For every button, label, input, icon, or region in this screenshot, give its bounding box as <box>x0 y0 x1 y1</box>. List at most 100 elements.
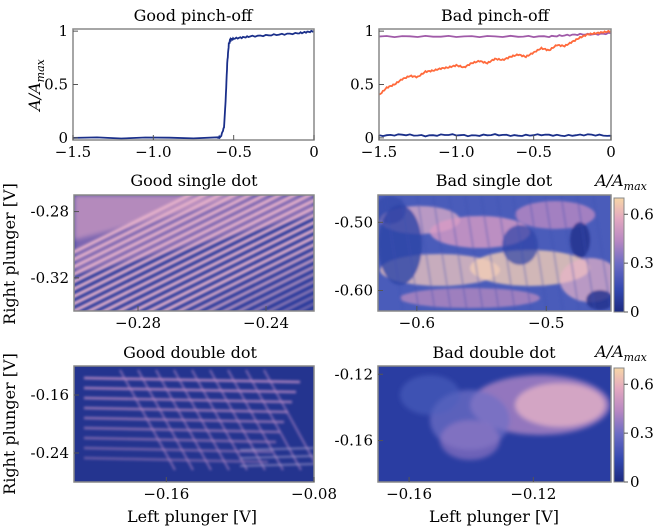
charge-transition-row <box>83 426 281 434</box>
colorbar-tick-label: 0.6 <box>630 375 654 393</box>
x-axis-label-left-plunger: Left plunger [V] <box>429 507 559 526</box>
y-tick-label: 0.5 <box>44 76 68 94</box>
heatmap <box>74 366 314 482</box>
x-axis-label-left-plunger: Left plunger [V] <box>127 507 257 526</box>
transition-stripe <box>265 287 314 311</box>
y-axis-label-right-plunger: Right plunger [V] <box>0 183 19 325</box>
colorbar: 0 0.3 0.6 A/Amax <box>593 342 654 491</box>
x-tick-label: −1.0 <box>135 143 171 161</box>
charge-transition-column <box>209 369 266 471</box>
series-line <box>379 133 611 138</box>
x-tick-label: −0.08 <box>291 485 337 503</box>
colorbar-tick-label: 0.3 <box>630 254 654 272</box>
panel-title: Good single dot <box>130 171 258 190</box>
panel-bad-single-dot: Bad single dot −0.6 −0.5 -0.50-0.60 00.30… <box>335 171 654 332</box>
noise-streak <box>512 195 532 311</box>
panel-good-single-dot: Good single dot −0.28 −0.24 -0.28 -0.32 <box>31 171 315 332</box>
charge-transition-row <box>83 406 289 414</box>
x-tick-label: −0.16 <box>143 485 189 503</box>
noise-streak <box>560 195 580 311</box>
y-axis: -0.28 -0.32 <box>31 203 79 287</box>
y-axis-label-main: A/A <box>25 82 44 113</box>
panel-good-double-dot: Good double dot −0.16 −0.08 -0.16 -0.24 <box>31 343 337 503</box>
colorbar-label: A/Amax <box>593 342 647 364</box>
series-line <box>379 29 611 96</box>
charge-transition-column <box>155 369 212 471</box>
noise-streak <box>496 195 516 311</box>
y-tick-label: -0.24 <box>31 444 69 462</box>
transition-stripe <box>145 228 314 311</box>
transition-stripe <box>74 195 254 284</box>
x-axis: −1.5 −1.0 −0.5 0 <box>361 135 616 161</box>
noise-streak <box>432 195 452 311</box>
charge-transition-column <box>245 369 302 471</box>
x-tick-label: −0.16 <box>386 485 432 503</box>
intensity-region <box>515 383 605 427</box>
panel-bad-pinch-off: Bad pinch-off −1.5 −1.0 −0.5 0 00.51 <box>350 6 616 161</box>
series-line <box>73 29 314 140</box>
intensity-region <box>400 375 460 415</box>
y-axis: 00.51 <box>350 22 384 147</box>
x-tick-label: −1.5 <box>361 143 397 161</box>
heatmap <box>378 195 611 311</box>
y-tick-label: 0 <box>58 129 68 147</box>
charge-transition-row <box>83 456 269 464</box>
x-tick-label: −1.0 <box>438 143 474 161</box>
transition-stripe <box>115 213 314 311</box>
x-tick-label: −0.28 <box>115 314 161 332</box>
x-tick-label: −0.12 <box>510 485 556 503</box>
charge-transition-column <box>263 369 314 464</box>
y-tick-label: -0.28 <box>31 203 69 221</box>
charge-transition-column <box>191 369 248 471</box>
heatmap <box>378 366 611 482</box>
x-tick-label: −0.24 <box>243 314 289 332</box>
y-axis: -0.50 -0.60 <box>335 213 383 300</box>
transition-stripe <box>130 220 314 311</box>
colorbar-gradient <box>613 367 625 483</box>
y-axis: -0.12 -0.16 <box>335 365 383 450</box>
panel-title: Bad pinch-off <box>441 6 551 25</box>
y-tick-label: 0 <box>364 129 374 147</box>
panel-title: Good double dot <box>123 343 257 362</box>
intensity-region <box>515 201 595 229</box>
y-tick-label: -0.12 <box>335 365 373 383</box>
plot-area <box>73 29 314 140</box>
axes-frame <box>73 365 315 483</box>
transition-stripe <box>74 195 209 262</box>
x-tick-label: −0.5 <box>528 314 564 332</box>
x-axis: −1.5 −1.0 −0.5 0 <box>55 135 319 161</box>
charge-transition-row <box>83 396 293 404</box>
transition-stripe <box>74 195 224 269</box>
axes-frame <box>73 194 315 312</box>
transition-stripe <box>235 272 314 311</box>
charge-transition-row <box>83 386 297 394</box>
x-tick-label: −0.5 <box>515 143 551 161</box>
colorbar-label-sub: max <box>624 351 648 364</box>
charge-transition-row <box>239 455 314 459</box>
transition-stripe <box>175 242 314 311</box>
colorbar-label-sub: max <box>624 180 648 193</box>
transition-stripe <box>100 205 314 311</box>
y-tick-label: 1 <box>58 22 68 40</box>
noise-streak <box>384 195 404 311</box>
transition-stripe <box>74 195 269 291</box>
y-tick-label: -0.16 <box>31 386 69 404</box>
transition-stripe <box>74 195 239 276</box>
transition-stripe <box>74 195 299 306</box>
intensity-region <box>378 196 406 224</box>
noise-streak <box>400 195 420 311</box>
x-axis: −0.28 −0.24 <box>115 306 289 332</box>
transition-stripe <box>205 257 314 311</box>
intensity-region <box>570 222 590 258</box>
noise-streak <box>480 195 500 311</box>
transition-stripe <box>190 250 314 311</box>
y-axis-label-right-plunger: Right plunger [V] <box>0 353 19 495</box>
x-tick-label: −0.6 <box>399 314 435 332</box>
plot-area <box>379 29 611 138</box>
y-axis-label-sub: max <box>34 58 47 82</box>
colorbar-label: A/Amax <box>593 171 647 193</box>
colorbar-gradient <box>613 197 625 313</box>
x-tick-label: 0 <box>309 143 319 161</box>
noise-streak <box>448 195 468 311</box>
panel-title: Bad double dot <box>432 343 556 362</box>
